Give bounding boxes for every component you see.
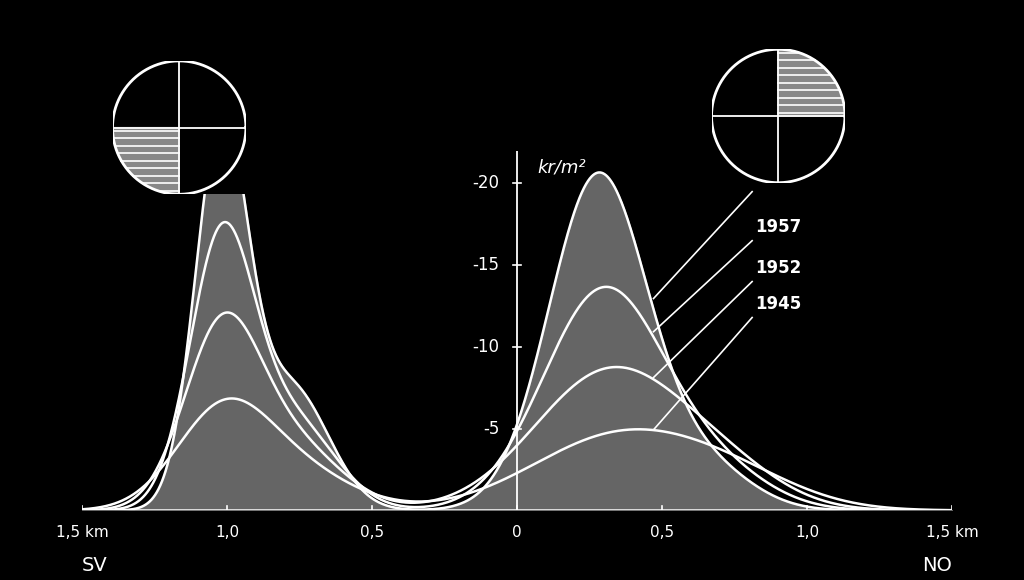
Text: SV: SV <box>82 556 108 575</box>
Polygon shape <box>113 128 179 194</box>
Text: 1965: 1965 <box>755 169 801 187</box>
Polygon shape <box>778 49 845 116</box>
Text: -10: -10 <box>473 338 500 356</box>
Text: kr/m²: kr/m² <box>538 159 586 177</box>
Text: 0,5: 0,5 <box>650 525 674 540</box>
Text: 1,5 km: 1,5 km <box>926 525 979 540</box>
Text: 1952: 1952 <box>755 259 801 277</box>
Text: NO: NO <box>923 556 952 575</box>
Text: 1957: 1957 <box>755 218 801 236</box>
Text: -20: -20 <box>473 175 500 193</box>
Text: 1,0: 1,0 <box>215 525 239 540</box>
Text: 0,5: 0,5 <box>360 525 384 540</box>
Text: -15: -15 <box>473 256 500 274</box>
Text: -5: -5 <box>483 420 500 438</box>
Text: 1,5 km: 1,5 km <box>55 525 109 540</box>
Text: 0: 0 <box>512 525 522 540</box>
Text: 1,0: 1,0 <box>796 525 819 540</box>
Text: 1945: 1945 <box>755 295 801 313</box>
